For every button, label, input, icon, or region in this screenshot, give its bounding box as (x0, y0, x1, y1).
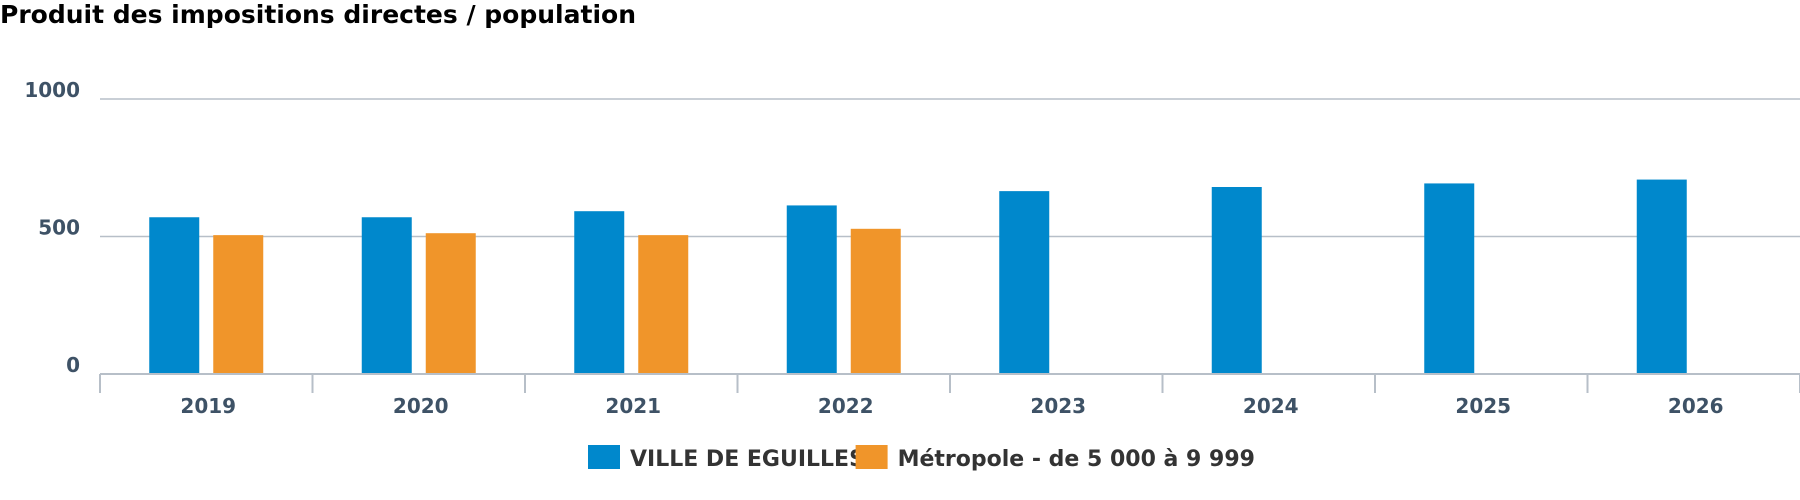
y-tick-label: 0 (66, 353, 80, 377)
y-tick-label: 1000 (24, 78, 80, 102)
chart-title: Produit des impositions directes / popul… (0, 0, 636, 29)
x-tick-label: 2024 (1243, 394, 1299, 418)
y-axis-ticks: 0 500 1000 (24, 78, 80, 377)
bar-metropole-2021 (638, 235, 689, 374)
bar-ville-2019 (149, 217, 200, 374)
bar-ville-2020 (361, 217, 412, 374)
legend: VILLE DE EGUILLES Métropole - de 5 000 à … (588, 445, 1255, 472)
x-tick-label: 2023 (1030, 394, 1086, 418)
legend-swatch (588, 445, 620, 469)
x-tick-label: 2020 (393, 394, 449, 418)
bar-ville-2021 (574, 211, 625, 374)
y-tick-label: 500 (38, 216, 80, 240)
x-tick-label: 2019 (180, 394, 236, 418)
bar-ville-2025 (1424, 183, 1475, 374)
legend-label[interactable]: Métropole - de 5 000 à 9 999 (898, 447, 1255, 472)
bars (149, 179, 1687, 374)
x-tick-label: 2025 (1455, 394, 1511, 418)
bar-ville-2026 (1636, 179, 1687, 374)
x-tick-label: 2026 (1668, 394, 1724, 418)
x-tick-label: 2022 (818, 394, 874, 418)
bar-ville-2024 (1211, 187, 1262, 374)
legend-label[interactable]: VILLE DE EGUILLES (630, 447, 865, 472)
legend-swatch (855, 445, 888, 469)
bar-metropole-2020 (425, 233, 476, 374)
x-tick-label: 2021 (605, 394, 661, 418)
bar-metropole-2019 (213, 235, 264, 374)
bar-ville-2023 (999, 191, 1050, 374)
bar-ville-2022 (786, 205, 837, 374)
bar-metropole-2022 (850, 228, 901, 374)
gridlines (100, 98, 1800, 238)
x-axis: 2019 2020 2021 2022 2023 2024 2025 2026 (99, 373, 1800, 418)
